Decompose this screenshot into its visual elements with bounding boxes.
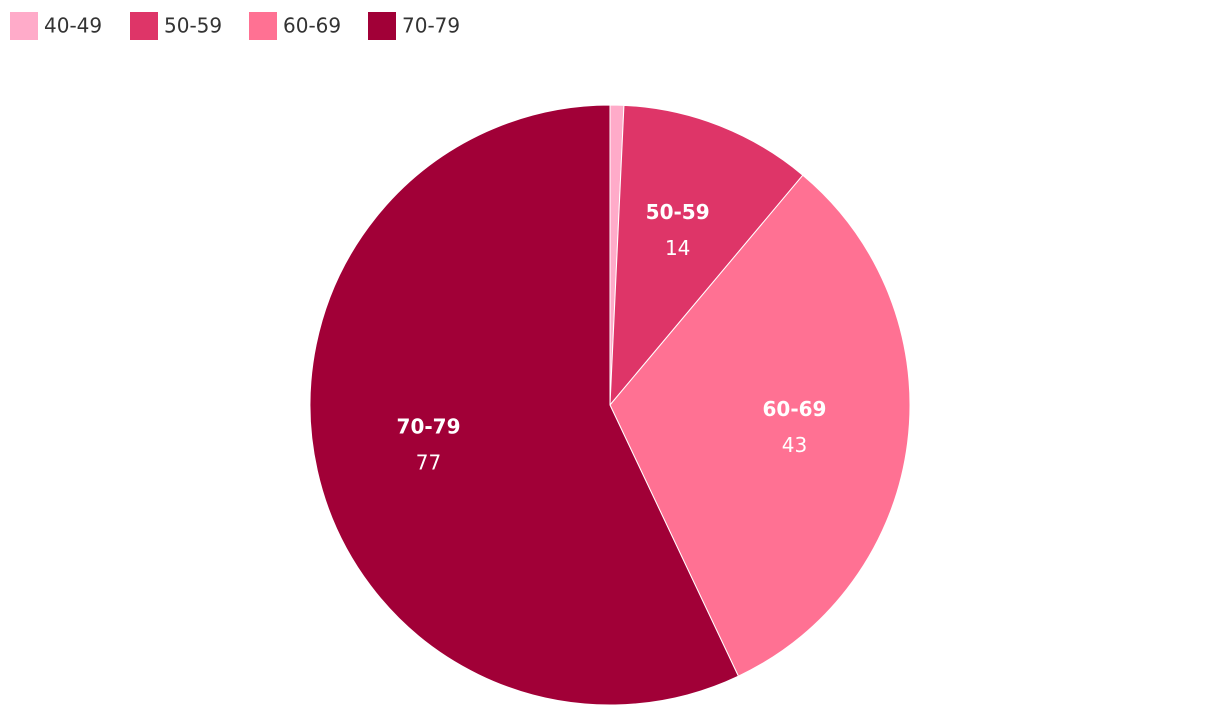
legend-label: 60-69 xyxy=(283,14,341,38)
legend-label: 70-79 xyxy=(402,14,460,38)
slice-value: 77 xyxy=(416,450,441,474)
legend-label: 50-59 xyxy=(164,14,222,38)
legend-swatch xyxy=(10,12,38,40)
pie-slice xyxy=(309,104,740,706)
pie-slice xyxy=(609,174,911,677)
legend-label: 40-49 xyxy=(44,14,102,38)
legend-swatch xyxy=(368,12,396,40)
slice-value: 14 xyxy=(665,236,690,260)
pie-slice xyxy=(609,104,804,407)
slice-label: 60-69 xyxy=(762,397,826,421)
legend-swatch xyxy=(130,12,158,40)
slice-value: 43 xyxy=(782,433,807,457)
slice-label: 50-59 xyxy=(646,200,710,224)
legend-swatch xyxy=(249,12,277,40)
slice-label: 70-79 xyxy=(397,414,461,438)
